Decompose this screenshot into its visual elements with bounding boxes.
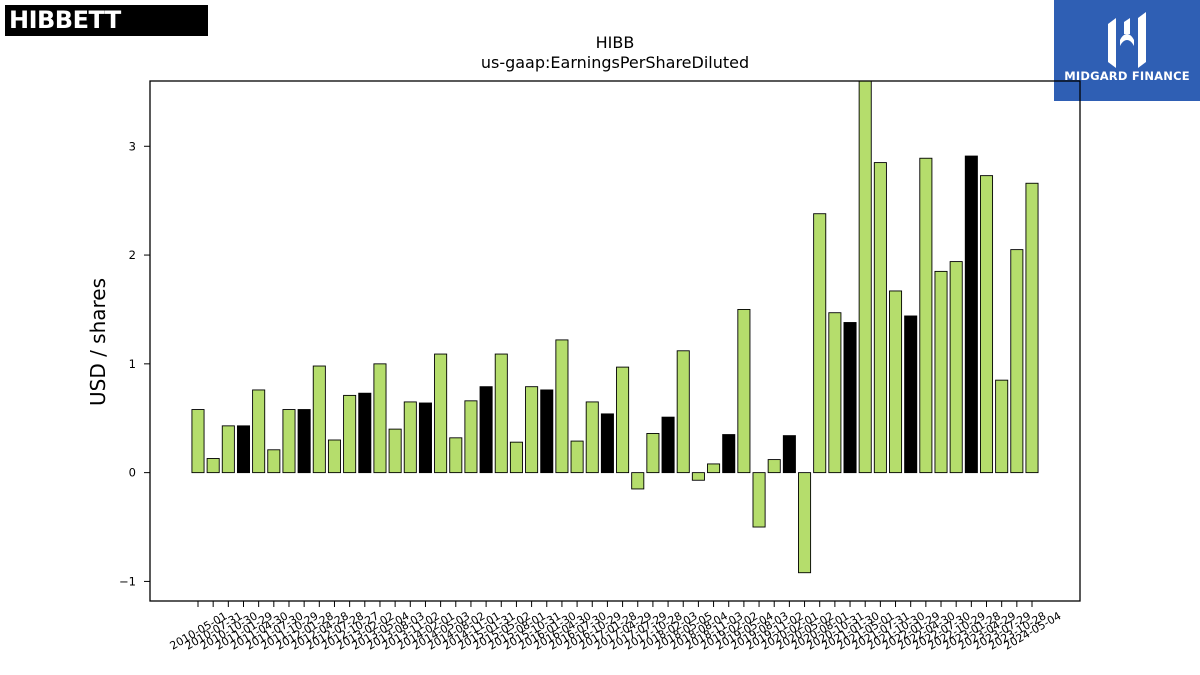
x-axis-ticks: 2010-05-012010-07-312010-10-302011-01-29… xyxy=(168,601,1064,653)
bar-2012-07-28 xyxy=(327,439,341,474)
midgard-logo-text: MIDGARD FINANCE xyxy=(1064,69,1190,83)
y-axis-label: USD / shares xyxy=(86,278,110,406)
bar-2023-01-28 xyxy=(964,155,978,474)
bar-2020-05-02 xyxy=(798,472,812,574)
bar-2022-01-29 xyxy=(904,315,918,474)
bar-2016-04-30 xyxy=(555,339,569,474)
bar-2015-08-01 xyxy=(509,441,523,474)
bar-2011-10-29 xyxy=(282,409,296,474)
hibbett-logo-text: HIBBETT SPORTS xyxy=(9,6,121,65)
bar-2021-10-30 xyxy=(889,290,903,474)
bar-2016-07-30 xyxy=(570,440,584,474)
bar-2012-01-28 xyxy=(297,409,311,474)
bar-2019-05-04 xyxy=(737,309,751,474)
bar-2017-10-28 xyxy=(646,433,660,474)
bar-2023-10-28 xyxy=(1010,249,1024,474)
bar-2023-04-29 xyxy=(979,175,994,474)
bar-2018-05-05 xyxy=(676,350,690,474)
bar-2017-01-28 xyxy=(600,413,614,474)
bar-2022-10-29 xyxy=(949,261,963,474)
bar-2016-10-29 xyxy=(585,401,599,474)
bar-2014-11-01 xyxy=(464,400,478,474)
bar-2010-05-01 xyxy=(191,409,205,474)
bar-2012-10-27 xyxy=(343,394,357,474)
bar-2021-01-30 xyxy=(843,322,857,474)
bar-2020-02-01 xyxy=(782,435,796,474)
bar-2013-02-02 xyxy=(358,392,372,474)
y-tick-label: 1 xyxy=(129,357,136,371)
y-tick-label: 0 xyxy=(129,466,136,480)
bar-2019-08-03 xyxy=(752,472,766,528)
bar-2020-10-31 xyxy=(828,312,842,474)
bar-2014-08-02 xyxy=(449,437,463,474)
plot-frame xyxy=(149,80,1081,602)
bar-2018-08-04 xyxy=(691,472,705,481)
bar-2010-10-30 xyxy=(221,425,235,474)
bars-group xyxy=(191,80,1039,574)
bar-2023-07-29 xyxy=(995,379,1009,474)
registered-mark: ® xyxy=(113,38,123,49)
bar-2024-05-04 xyxy=(1025,182,1039,474)
bar-2013-08-03 xyxy=(388,428,402,474)
bar-2014-02-01 xyxy=(418,402,432,474)
bar-2021-07-31 xyxy=(873,162,887,474)
bar-2018-11-03 xyxy=(707,463,721,474)
y-tick-label: 3 xyxy=(129,139,136,153)
bar-2013-05-04 xyxy=(373,363,387,474)
bar-2021-05-01 xyxy=(858,80,872,474)
midgard-logo-icon xyxy=(1108,12,1146,68)
y-tick-label: 2 xyxy=(129,248,136,262)
bar-2016-01-30 xyxy=(540,389,554,474)
bar-2013-11-02 xyxy=(403,401,417,474)
midgard-finance-logo: MIDGARD FINANCE xyxy=(1054,0,1200,101)
bar-2017-07-29 xyxy=(631,472,645,490)
bar-2022-07-30 xyxy=(934,270,948,474)
bar-2012-04-28 xyxy=(312,365,326,474)
bar-2011-04-30 xyxy=(252,389,266,474)
bar-2015-10-31 xyxy=(525,386,539,474)
chart-title: HIBB xyxy=(596,33,635,52)
hibbett-sports-logo: HIBBETT SPORTS® xyxy=(5,5,208,65)
bar-2018-02-03 xyxy=(661,416,675,474)
bar-2011-01-29 xyxy=(236,425,251,474)
bar-2017-04-29 xyxy=(616,366,630,474)
y-axis-ticks: −1 0 1 2 3 xyxy=(119,139,150,588)
bar-2011-07-30 xyxy=(267,449,281,474)
bar-2020-08-01 xyxy=(813,213,827,474)
chart-subtitle: us-gaap:EarningsPerShareDiluted xyxy=(481,53,749,72)
bar-2015-01-31 xyxy=(479,386,493,474)
bar-2019-11-02 xyxy=(767,459,781,474)
bar-2022-04-30 xyxy=(919,157,933,474)
bar-2019-02-02 xyxy=(722,434,736,474)
bar-2010-07-31 xyxy=(206,458,220,474)
y-tick-label: −1 xyxy=(119,574,136,588)
bar-2014-05-03 xyxy=(434,353,448,474)
bar-2015-05-02 xyxy=(494,353,508,474)
